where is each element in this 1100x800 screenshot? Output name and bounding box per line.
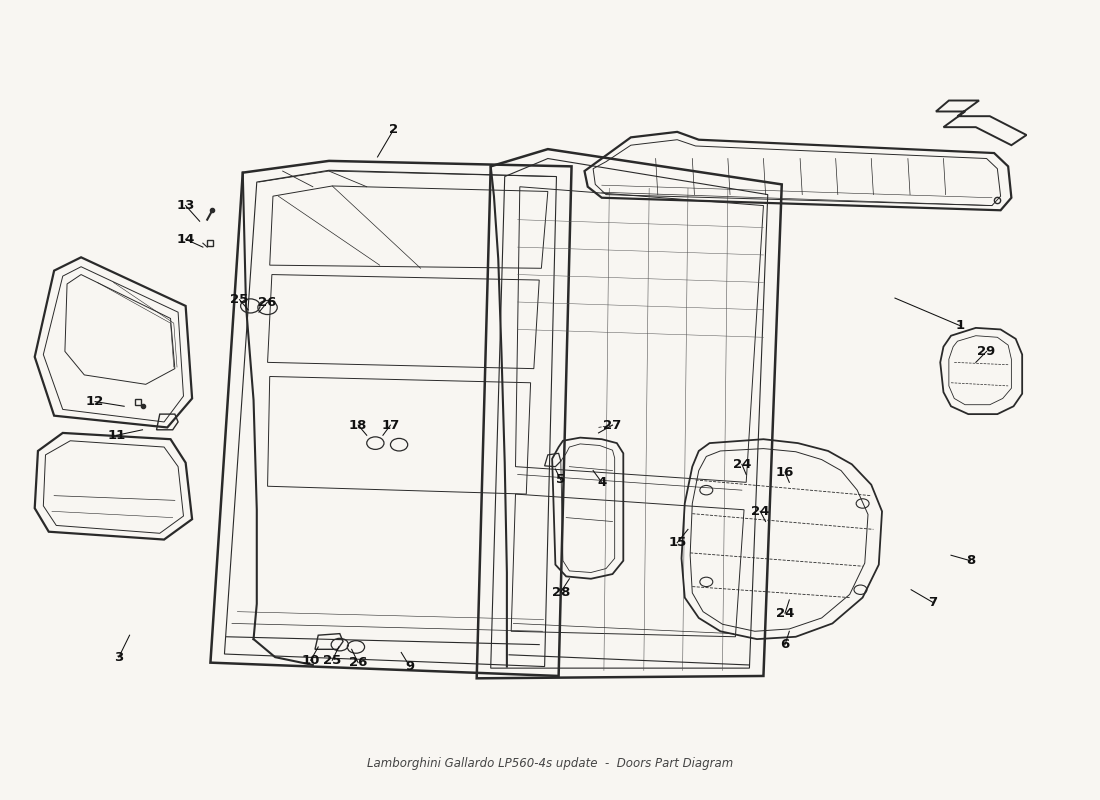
Text: 16: 16 bbox=[776, 466, 794, 478]
Text: 3: 3 bbox=[114, 650, 123, 664]
Text: 13: 13 bbox=[176, 199, 195, 212]
Text: 25: 25 bbox=[230, 293, 249, 306]
Text: 8: 8 bbox=[966, 554, 975, 567]
Text: 15: 15 bbox=[668, 536, 686, 549]
Text: 7: 7 bbox=[928, 596, 937, 609]
Text: 12: 12 bbox=[86, 395, 104, 408]
Text: 18: 18 bbox=[349, 418, 367, 431]
Text: 27: 27 bbox=[604, 418, 622, 431]
Text: 29: 29 bbox=[978, 345, 996, 358]
Text: 24: 24 bbox=[776, 606, 794, 620]
Text: 11: 11 bbox=[108, 429, 125, 442]
Text: 24: 24 bbox=[733, 458, 751, 470]
Text: 24: 24 bbox=[751, 505, 769, 518]
Text: 4: 4 bbox=[597, 476, 606, 489]
Text: 2: 2 bbox=[389, 123, 398, 136]
Text: 28: 28 bbox=[551, 586, 570, 598]
Text: 6: 6 bbox=[780, 638, 790, 651]
Text: Lamborghini Gallardo LP560-4s update  -  Doors Part Diagram: Lamborghini Gallardo LP560-4s update - D… bbox=[367, 757, 733, 770]
Text: 25: 25 bbox=[323, 654, 341, 666]
Text: 17: 17 bbox=[382, 418, 399, 431]
Text: 1: 1 bbox=[955, 319, 965, 332]
Text: 9: 9 bbox=[405, 660, 415, 673]
Text: 5: 5 bbox=[557, 474, 565, 486]
Text: 14: 14 bbox=[176, 233, 195, 246]
Text: 10: 10 bbox=[301, 654, 320, 666]
Text: 26: 26 bbox=[349, 656, 367, 669]
Text: 26: 26 bbox=[258, 295, 277, 309]
